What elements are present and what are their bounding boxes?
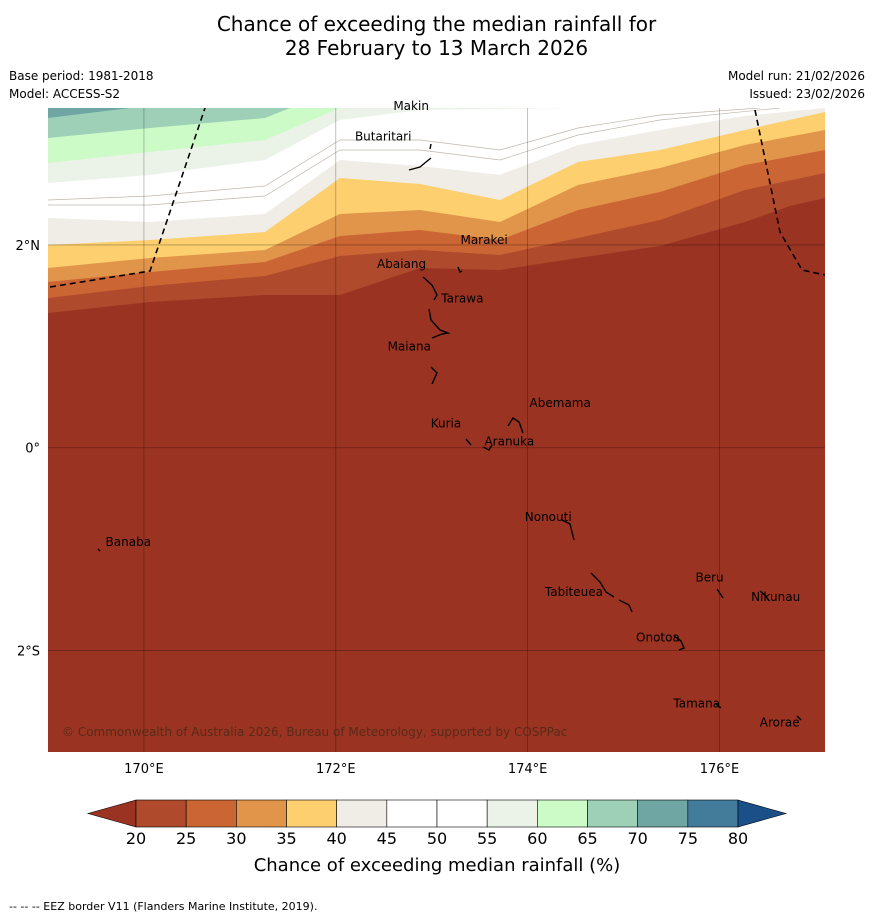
lon-tick-label: 176°E [700, 762, 740, 777]
band-below-20 [48, 198, 825, 752]
island-tabiteuea [590, 572, 633, 613]
place-label-banaba: Banaba [106, 535, 152, 549]
title-line-2: 28 February to 13 March 2026 [284, 36, 589, 60]
issued-date: Issued: 23/02/2026 [749, 87, 865, 101]
island-maiana [430, 366, 438, 385]
lon-tick-label: 172°E [316, 762, 356, 777]
probability-field [48, 108, 825, 752]
lat-tick-label: 2°S [17, 645, 40, 660]
colorbar-tick-label: 50 [427, 829, 447, 848]
place-label-tamana: Tamana [672, 696, 720, 710]
model-run: Model run: 21/02/2026 [727, 69, 865, 83]
colorbar-segment [486, 799, 538, 828]
colorbar-segment [286, 799, 337, 828]
place-label-makin: Makin [393, 99, 429, 113]
colorbar: 20 25 30 35 40 45 50 55 60 65 70 75 80 [86, 799, 788, 848]
eez-border-east [754, 109, 826, 276]
place-label-nikunau: Nikunau [751, 590, 800, 604]
graticule [48, 108, 825, 752]
map-title: Chance of exceeding the median rainfall … [0, 12, 873, 60]
island-outlines [97, 143, 802, 721]
band-65-70 [48, 108, 290, 138]
island-abaiang [422, 276, 438, 301]
place-label-beru: Beru [696, 571, 724, 585]
lon-tick-label: 174°E [508, 762, 548, 777]
colorbar-tick-label: 45 [377, 829, 397, 848]
colorbar-segment [135, 799, 187, 828]
model-name: Model: ACCESS-S2 [9, 87, 121, 101]
island-tamana [715, 703, 722, 709]
place-label-onotoa: Onotoa [636, 630, 680, 644]
island-aranuka [482, 444, 493, 451]
place-label-butaritari: Butaritari [355, 129, 412, 143]
island-abemama [507, 417, 524, 434]
colorbar-segment [537, 799, 588, 828]
island-nikunau [759, 590, 770, 602]
base-period: Base period: 1981-2018 [9, 69, 154, 83]
eez-border [49, 107, 826, 288]
meta-left: Base period: 1981-2018 Model: ACCESS-S2 [9, 67, 154, 103]
colorbar-over-arrow [737, 799, 788, 828]
place-label-maiana: Maiana [388, 339, 431, 353]
colorbar-tick-label: 75 [678, 829, 698, 848]
eez-border-west [49, 107, 206, 288]
title-line-1: Chance of exceeding the median rainfall … [216, 12, 657, 36]
axis-tick-labels: 170°E 172°E 174°E 176°E 2°N 0° 2°S [16, 239, 740, 777]
colorbar-tick-label: 55 [477, 829, 497, 848]
lat-tick-label: 2°N [16, 239, 41, 254]
place-label-tarawa: Tarawa [440, 292, 483, 306]
place-labels: Makin Butaritari Marakei Abaiang Tarawa Maian… [106, 99, 801, 730]
island-nonouti [561, 519, 575, 541]
island-arorae [796, 715, 802, 721]
colorbar-tick-label: 30 [226, 829, 246, 848]
island-butaritari [408, 157, 432, 171]
island-beru [716, 588, 724, 599]
island-tarawa [428, 308, 451, 339]
colorbar-tick-label: 40 [326, 829, 346, 848]
island-makin [429, 143, 432, 150]
colorbar-tick-label: 70 [627, 829, 647, 848]
colorbar-segment [386, 799, 438, 828]
place-label-kuria: Kuria [431, 416, 462, 430]
island-marakei [457, 266, 463, 273]
colorbar-tick-label: 25 [176, 829, 196, 848]
colorbar-segment [236, 799, 287, 828]
place-label-aranuka: Aranuka [484, 435, 534, 449]
island-banaba [97, 548, 101, 552]
place-label-nonouti: Nonouti [525, 510, 572, 524]
colorbar-tick-label: 35 [276, 829, 296, 848]
place-label-arorae: Arorae [760, 716, 800, 730]
island-kuria [465, 438, 472, 446]
colorbar-tick-label: 80 [728, 829, 748, 848]
colorbar-tick-label: 60 [527, 829, 547, 848]
lon-tick-label: 170°E [124, 762, 164, 777]
colorbar-segment [436, 799, 488, 828]
contour-lines [48, 108, 781, 206]
colorbar-segment [336, 799, 388, 828]
lat-tick-label: 0° [25, 442, 40, 457]
colorbar-segment [587, 799, 638, 828]
copyright-notice: © Commonwealth of Australia 2026, Bureau… [62, 725, 567, 739]
island-onotoa [673, 635, 685, 651]
meta-right: Model run: 21/02/2026 Issued: 23/02/2026 [728, 67, 865, 103]
colorbar-segment [637, 799, 689, 828]
colorbar-segment [185, 799, 237, 828]
colorbar-tick-label: 65 [577, 829, 597, 848]
place-label-abaiang: Abaiang [377, 257, 426, 271]
colorbar-tick-label: 20 [126, 829, 146, 848]
place-label-marakei: Marakei [460, 233, 507, 247]
colorbar-label: Chance of exceeding median rainfall (%) [254, 855, 621, 876]
place-label-abemama: Abemama [530, 396, 591, 410]
colorbar-segment [687, 799, 739, 828]
place-label-tabiteuea: Tabiteuea [544, 585, 603, 599]
colorbar-under-arrow [86, 799, 137, 828]
band-70-75 [48, 108, 130, 118]
eez-footnote: -- -- -- EEZ border V11 (Flanders Marine… [9, 900, 318, 913]
